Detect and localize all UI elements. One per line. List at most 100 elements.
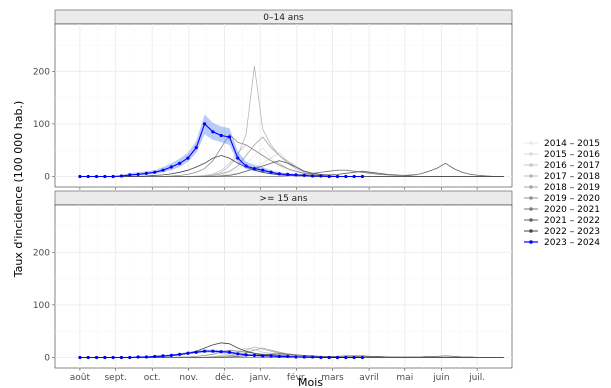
series-point [277, 172, 281, 176]
y-tick-label: 200 [33, 248, 50, 258]
legend-item: 2015 – 2016 [524, 150, 600, 160]
x-axis-title: Mois [298, 376, 323, 388]
legend-item: 2018 – 2019 [524, 183, 600, 193]
legend-key-point [529, 229, 533, 233]
series-point [103, 355, 107, 360]
series-point [119, 174, 124, 178]
panel-adults: >= 15 ans 0 100 200 août sept. oct. nov. déc. jan… [33, 190, 513, 383]
series-point [169, 165, 173, 169]
legend-label: 2021 – 2022 [544, 216, 600, 226]
x-tick-label: mars [321, 373, 344, 383]
series-point [111, 355, 115, 360]
series-2021–2022 [79, 160, 504, 177]
panel-title: >= 15 ans [259, 194, 307, 204]
series-point [236, 156, 240, 160]
legend-item: 2023 – 2024 [524, 238, 600, 248]
series-point [344, 174, 348, 179]
series-point [211, 349, 215, 353]
legend-key-point [529, 152, 533, 156]
legend-item: 2021 – 2022 [524, 216, 600, 226]
x-tick-label: sept. [104, 373, 126, 383]
legend-label: 2023 – 2024 [544, 238, 600, 248]
legend-label: 2017 – 2018 [544, 172, 600, 182]
series-point [169, 353, 173, 357]
series-point [236, 352, 240, 356]
series-point [269, 354, 273, 358]
series-point [227, 135, 232, 139]
series-point [144, 355, 148, 359]
series-point [128, 173, 132, 177]
series-point [111, 174, 115, 179]
panel-children: 0–14 ans 0 100 200 [33, 9, 513, 190]
series-point [136, 355, 140, 359]
series-2022–2023 [79, 155, 504, 177]
series-point [319, 355, 323, 360]
series-line [79, 160, 504, 177]
x-tick-label: nov. [179, 373, 198, 383]
panel-title: 0–14 ans [263, 13, 304, 23]
legend-label: 2019 – 2020 [544, 194, 600, 204]
legend-label: 2018 – 2019 [544, 183, 600, 193]
series-point [86, 174, 90, 179]
series-2023–2024 [78, 349, 365, 360]
series-point [219, 133, 223, 138]
panel-area [54, 23, 513, 188]
series-point [94, 355, 99, 360]
series-point [202, 349, 207, 353]
series-point [186, 351, 190, 355]
series-point [261, 168, 265, 172]
series-point [335, 355, 340, 360]
series-point [269, 170, 273, 174]
y-tick-label: 200 [33, 67, 50, 77]
legend-label: 2022 – 2023 [544, 227, 600, 237]
series-point [128, 355, 132, 360]
legend-item: 2014 – 2015 [524, 139, 600, 149]
series-point [219, 350, 223, 354]
series-point [327, 174, 331, 179]
legend-key-point [529, 141, 533, 145]
series-point [211, 130, 215, 134]
series-point [261, 354, 265, 358]
series-point [244, 164, 248, 168]
series-point [86, 355, 90, 360]
x-tick-label: juin [432, 373, 449, 383]
y-tick-label: 0 [44, 172, 50, 182]
x-tick-label: août [70, 373, 91, 383]
series-point [360, 355, 365, 360]
x-tick-label: févr. [287, 372, 307, 383]
legend-item: 2019 – 2020 [524, 194, 600, 204]
series-point [294, 173, 298, 177]
x-tick-label: déc. [215, 372, 234, 383]
series-point [335, 174, 340, 179]
series-point [286, 172, 290, 176]
legend-label: 2020 – 2021 [544, 205, 600, 215]
series-point [286, 354, 290, 359]
series-point [310, 355, 315, 359]
series-2023–2024 [78, 114, 365, 179]
series-point [78, 174, 82, 179]
x-tick-label: oct. [144, 373, 161, 383]
series-point [310, 174, 315, 178]
series-point [161, 354, 165, 358]
legend-item: 2020 – 2021 [524, 205, 600, 215]
series-point [178, 352, 182, 356]
y-tick-label: 0 [44, 353, 50, 363]
legend-key-point [529, 240, 533, 244]
legend-item: 2017 – 2018 [524, 172, 600, 182]
y-axis-title: Taux d'incidence (100 000 hab.) [12, 101, 25, 279]
series-point [352, 355, 356, 360]
legend-key-point [529, 163, 533, 167]
series-point [186, 156, 190, 160]
x-tick-label: avril [359, 373, 379, 383]
series-point [302, 173, 306, 178]
series-point [153, 354, 157, 359]
series-point [227, 350, 232, 354]
legend-label: 2015 – 2016 [544, 150, 600, 160]
legend-key-point [529, 185, 533, 189]
legend-item: 2016 – 2017 [524, 161, 600, 171]
series-point [153, 170, 157, 174]
series-point [252, 353, 257, 357]
series-point [352, 174, 356, 179]
